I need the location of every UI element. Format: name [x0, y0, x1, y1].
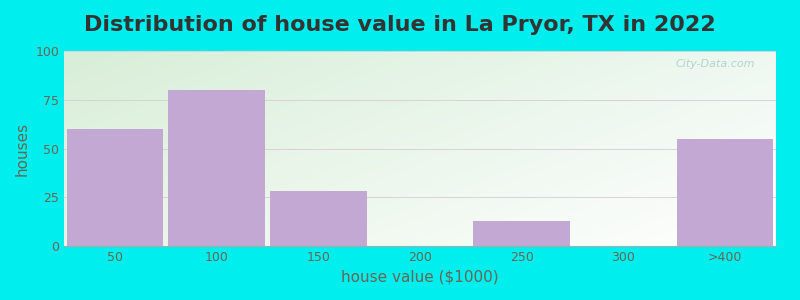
Text: Distribution of house value in La Pryor, TX in 2022: Distribution of house value in La Pryor,… [84, 15, 716, 35]
Text: City-Data.com: City-Data.com [675, 59, 754, 69]
Bar [270, 191, 366, 246]
Bar [66, 129, 163, 246]
Bar [677, 139, 774, 246]
Y-axis label: houses: houses [14, 122, 30, 176]
X-axis label: house value ($1000): house value ($1000) [341, 269, 499, 284]
Bar [168, 90, 265, 246]
Bar [474, 220, 570, 246]
